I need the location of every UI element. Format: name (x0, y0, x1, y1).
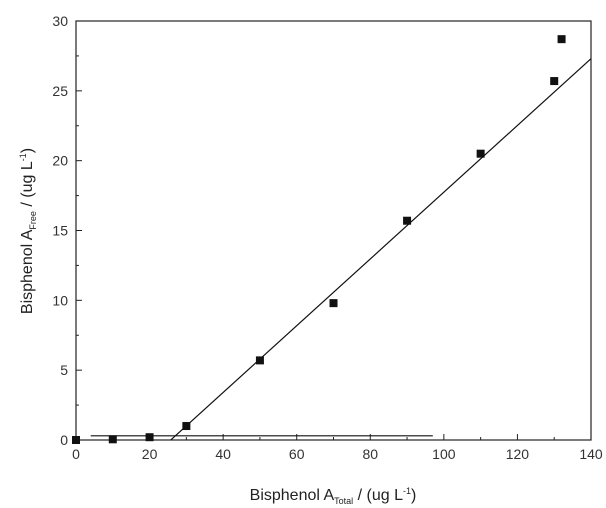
x-axis-title-unit-end: ) (411, 487, 416, 504)
data-point (329, 299, 338, 308)
x-tick-label: 100 (432, 446, 456, 462)
y-tick-label: 15 (52, 223, 68, 239)
y-tick-label: 10 (52, 292, 68, 308)
plot-border (75, 20, 592, 441)
data-point (182, 422, 191, 431)
x-tick-label: 140 (579, 446, 603, 462)
y-tick-label: 5 (60, 362, 68, 378)
y-axis-title-unit-end: ) (19, 148, 36, 153)
data-points (72, 35, 566, 444)
x-tick-label: 0 (72, 446, 80, 462)
y-axis-title-unit: / (ug L (19, 161, 36, 211)
y-tick-label: 25 (52, 83, 68, 99)
x-tick-label: 60 (289, 446, 305, 462)
data-point (557, 35, 566, 44)
data-point (403, 216, 412, 225)
y-axis-title-sub: Free (28, 211, 38, 230)
data-point (145, 433, 154, 442)
x-tick-label: 40 (215, 446, 231, 462)
x-tick-label: 120 (506, 446, 530, 462)
data-point (255, 356, 264, 365)
data-point (72, 436, 80, 444)
fit-lines (90, 58, 591, 440)
x-tick-label: 20 (142, 446, 158, 462)
fit-line (169, 58, 591, 440)
y-tick-label: 0 (60, 432, 68, 448)
y-axis: 0 5 10 15 20 25 30 (52, 13, 82, 448)
data-point (108, 435, 117, 444)
y-axis-title-main: Bisphenol A (19, 229, 36, 314)
x-axis: 0 20 40 60 80 100 120 140 (72, 434, 603, 462)
y-tick-label: 30 (52, 13, 68, 29)
data-point (550, 77, 559, 86)
x-axis-title-main: Bisphenol A (250, 487, 335, 504)
x-tick-label: 80 (362, 446, 378, 462)
y-axis-title: Bisphenol AFree / (ug L-1) (18, 148, 38, 314)
plot-frame (75, 20, 592, 441)
y-axis-title-sup: -1 (18, 153, 28, 161)
x-axis-title-sub: Total (334, 496, 353, 506)
x-axis-title-sup: -1 (403, 486, 411, 496)
x-axis-title-unit: / (ug L (353, 487, 403, 504)
data-point (476, 149, 485, 158)
y-tick-label: 20 (52, 153, 68, 169)
x-axis-title: Bisphenol ATotal / (ug L-1) (250, 486, 417, 506)
